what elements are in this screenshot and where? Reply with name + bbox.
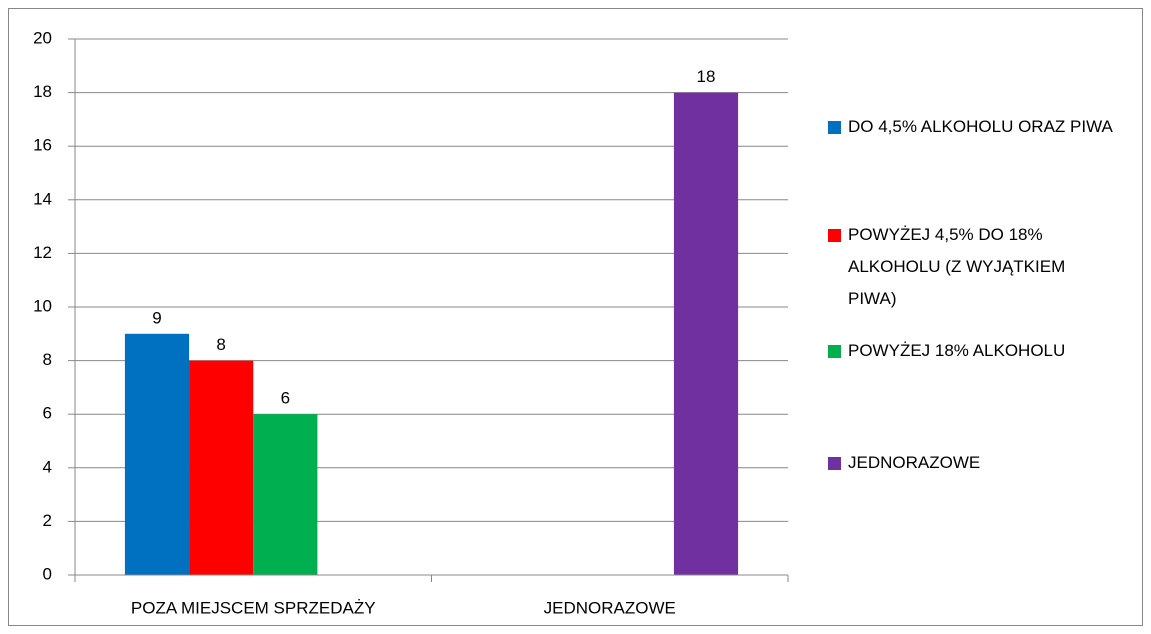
legend-label: POWYŻEJ 4,5% DO 18% ALKOHOLU (Z WYJĄTKIE…	[848, 225, 1066, 308]
bar	[253, 414, 318, 575]
data-label: 8	[216, 335, 225, 354]
y-tick-label: 14	[33, 189, 52, 208]
data-label: 18	[697, 67, 716, 86]
legend-swatch	[828, 457, 841, 470]
legend-label: JEDNORAZOWE	[848, 453, 981, 472]
y-tick-label: 12	[33, 243, 52, 262]
y-tick-label: 4	[43, 457, 52, 476]
bar	[124, 333, 190, 575]
x-tick-label: POZA MIEJSCEM SPRZEDAŻY	[131, 598, 376, 617]
y-tick-label: 6	[43, 404, 52, 423]
x-tick-label: JEDNORAZOWE	[544, 598, 676, 617]
legend-swatch	[828, 345, 841, 358]
bar	[189, 360, 254, 575]
y-tick-label: 16	[33, 136, 52, 155]
legend-swatch	[828, 121, 841, 134]
data-label: 9	[152, 308, 161, 327]
y-tick-label: 20	[33, 28, 52, 47]
bar	[673, 92, 739, 575]
data-label: 6	[281, 389, 290, 408]
legend-label: POWYŻEJ 18% ALKOHOLU	[848, 341, 1066, 360]
y-tick-label: 2	[43, 511, 52, 530]
y-tick-label: 10	[33, 296, 52, 315]
legend-swatch	[828, 229, 841, 242]
legend-label: DO 4,5% ALKOHOLU ORAZ PIWA	[848, 117, 1113, 136]
y-tick-label: 0	[43, 564, 52, 583]
y-tick-label: 18	[33, 82, 52, 101]
y-tick-label: 8	[43, 350, 52, 369]
